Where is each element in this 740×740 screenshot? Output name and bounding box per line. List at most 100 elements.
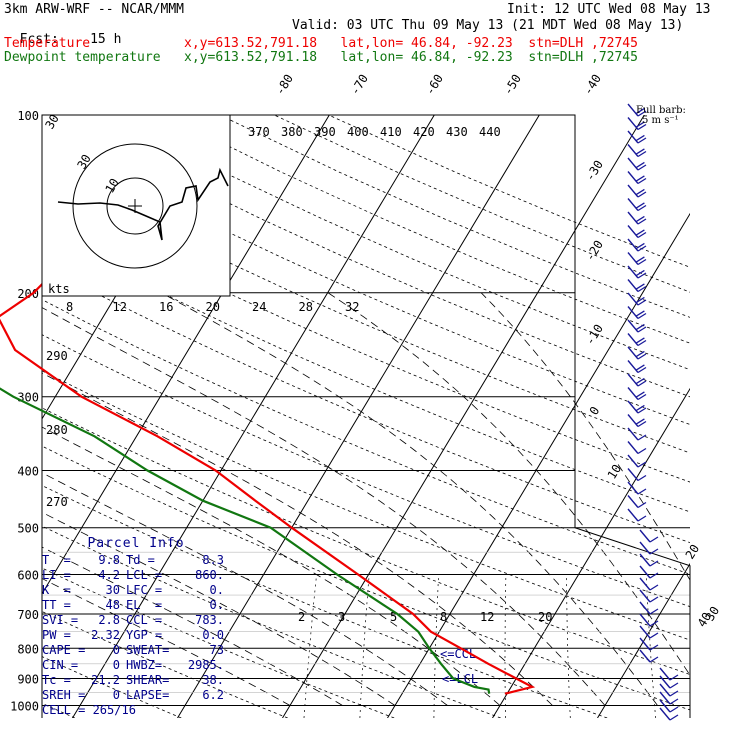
wind-barb (659, 683, 671, 697)
isotherm-line (597, 562, 690, 718)
wind-barb (659, 691, 671, 705)
wind-barb (627, 454, 639, 468)
parcel-k2: EL = (126, 598, 163, 612)
isotherm-line (42, 115, 330, 595)
isotherm-label: -60 (423, 72, 446, 98)
parcel-k2: LCL = (126, 568, 163, 582)
moist-adiabat-line (480, 292, 690, 581)
dry-adiabat-line (42, 407, 690, 675)
wind-barb (627, 427, 639, 441)
wind-barb (639, 649, 651, 663)
parcel-v2: 860. (195, 568, 224, 582)
hodograph-ring (72, 143, 198, 269)
wind-barb (627, 265, 639, 279)
mixing-ratio-line (359, 574, 370, 718)
wind-barb-scale-label: Full barb: 5 m s⁻¹ (636, 105, 686, 126)
dry-adiabat-line (42, 525, 501, 718)
isotherm-line (72, 115, 435, 718)
wind-barb-flag (669, 714, 679, 721)
wind-barb-flag (636, 229, 645, 236)
wind-barb (639, 577, 651, 591)
pressure-tick-label: 300 (17, 391, 39, 405)
wind-barb (627, 495, 639, 508)
wind-barb-flag (669, 690, 679, 697)
isotherm-label: -50 (501, 72, 524, 98)
isotherm-label: -30 (583, 158, 606, 184)
parcel-k1: CIN = (42, 658, 79, 672)
wind-barb (627, 238, 639, 252)
theta-label: 430 (446, 125, 468, 139)
parcel-row: CIN = 0 HWBZ= 2985. (42, 658, 230, 673)
wind-barb-flag (649, 656, 659, 663)
parcel-k1: Tc = (42, 673, 71, 687)
wind-barb-flag (669, 682, 679, 689)
parcel-k1: SREH = (42, 688, 86, 702)
dry-adiabat-line (42, 334, 690, 608)
isotherm-label: -10 (583, 322, 606, 348)
isotherm-label: -70 (348, 72, 371, 98)
parcel-row: SREH = 0 LAPSE= 6.2 (42, 688, 230, 703)
wind-barb-flag (636, 323, 645, 330)
parcel-k1: K = (42, 583, 71, 597)
wind-barb-flag (636, 121, 645, 128)
parcel-row: LI = 4.2 LCL = 860. (42, 568, 230, 583)
parcel-k2: YGP = (126, 628, 163, 642)
isotherm-label: -20 (583, 238, 606, 264)
forecast-value: 15 h (90, 32, 122, 47)
pressure-tick-label: 800 (17, 642, 39, 656)
mixing-ratio-label: 2 (298, 610, 305, 624)
isotherm-label: 40 (695, 610, 715, 630)
wind-barb-flag (637, 461, 647, 468)
dry-adiabat-line (42, 231, 690, 513)
wind-barb (627, 468, 639, 481)
parcel-v2: 783. (195, 613, 224, 627)
wind-barb-flag (636, 350, 645, 357)
wind-barb-flag (637, 123, 647, 131)
wind-barb-flag (637, 299, 647, 306)
wind-barb (639, 541, 651, 555)
wind-barb (627, 144, 639, 157)
wind-barb-flag (669, 698, 679, 705)
parcel-k2: LFC = (126, 583, 163, 597)
wind-barb-flag (637, 339, 647, 347)
isotherm-line (492, 387, 690, 718)
pressure-tick-label: 100 (17, 109, 39, 123)
mixing-ratio-line (566, 574, 571, 718)
wind-barb (639, 589, 651, 603)
parcel-row: PW = 2.32 YGP = 0.0 (42, 628, 230, 643)
lcl-annotation: <=LCL (442, 672, 478, 686)
parcel-v2: 2985. (187, 658, 224, 672)
wind-barb (627, 481, 639, 495)
parcel-v1: 4.2 (98, 568, 120, 582)
wind-barb (627, 279, 639, 292)
wind-barb-flag (636, 148, 645, 155)
hodograph-ring-label: 30 (74, 152, 93, 172)
wind-barb (627, 306, 639, 319)
mixing-ratio-label: 20 (538, 610, 552, 624)
parcel-v1: 2.32 (91, 628, 120, 642)
wind-barb-flag (637, 474, 647, 482)
wind-barb-flag (637, 420, 647, 428)
parcel-v1: 0 (112, 658, 120, 672)
wind-barb (627, 171, 639, 184)
parcel-k2: SHEAR= (126, 673, 170, 687)
wind-barb (659, 707, 671, 721)
parcel-k1: PW = (42, 628, 71, 642)
wind-barb (659, 667, 671, 681)
wind-barb (639, 529, 651, 543)
mixing-ratio-label: 12 (480, 610, 494, 624)
wind-barb-flag (636, 107, 645, 114)
wind-barb (627, 198, 639, 211)
isotherm-line (387, 212, 690, 718)
dry-adiabat-line (42, 299, 690, 575)
pressure-tick-label: 900 (17, 672, 39, 686)
parcel-v1: 30 (105, 583, 120, 597)
wind-barb (659, 699, 671, 713)
wind-barb (639, 637, 651, 651)
wind-barb (627, 292, 639, 306)
wind-barb (627, 508, 639, 522)
mixing-ratio-label: 5 (390, 610, 397, 624)
parcel-k1: T = (42, 553, 71, 567)
wind-barb-flag (636, 404, 645, 411)
wind-barb-flag (636, 364, 645, 371)
